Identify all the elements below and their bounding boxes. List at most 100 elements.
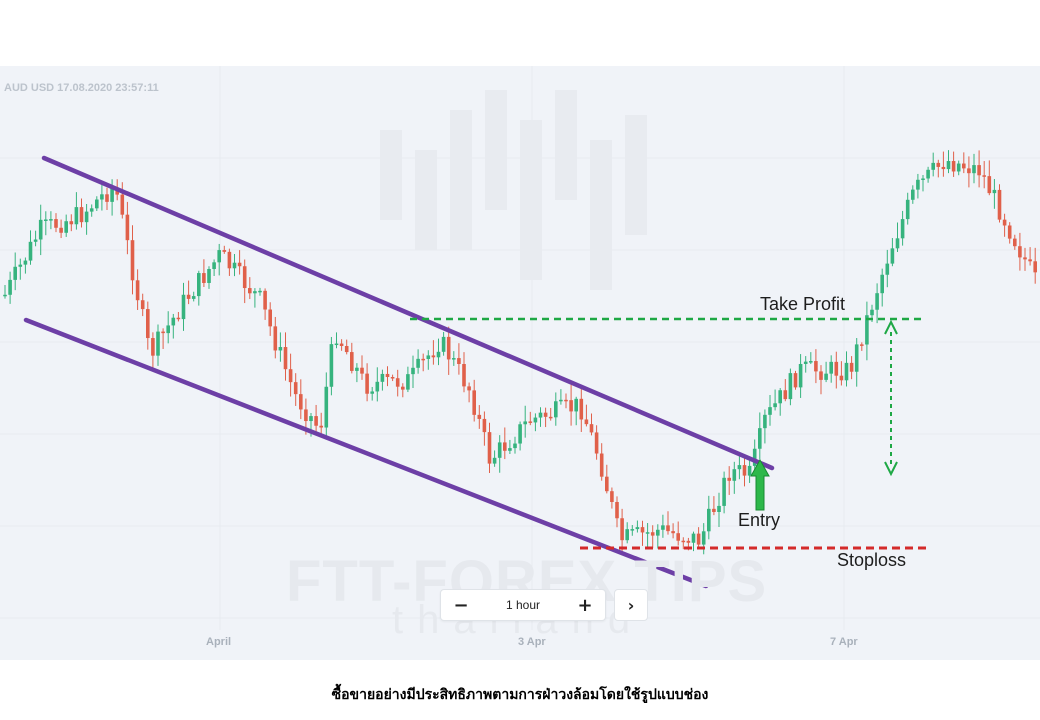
candle-body	[151, 338, 155, 356]
candle-body	[49, 219, 53, 221]
candle-body	[875, 293, 879, 310]
candle-body	[457, 358, 461, 365]
candle-body	[997, 189, 1002, 220]
watermark-shape	[485, 90, 507, 210]
candle-body	[421, 358, 425, 361]
candle-body	[186, 294, 191, 299]
candle-body	[630, 529, 635, 531]
candle-body	[936, 162, 941, 167]
candle-body	[446, 336, 451, 360]
candle-body	[441, 336, 446, 352]
candle-body	[778, 390, 782, 404]
entry-label: Entry	[738, 510, 781, 530]
candle-body	[513, 443, 517, 449]
candle-body	[1002, 219, 1007, 226]
candle-body	[676, 533, 680, 541]
candle-body	[620, 518, 624, 541]
candle-body	[355, 367, 359, 371]
candle-body	[701, 531, 706, 545]
candle-body	[146, 309, 150, 339]
zoom-in-button[interactable]: +	[577, 594, 593, 616]
candle-body	[95, 199, 99, 209]
candle-body	[656, 529, 660, 536]
candle-body	[110, 187, 114, 202]
candle-body	[344, 345, 349, 353]
candle-body	[610, 491, 614, 502]
candle-body	[1028, 259, 1032, 262]
candle-body	[360, 367, 364, 374]
candle-body	[334, 343, 339, 346]
candle-body	[977, 165, 981, 176]
take-profit-label: Take Profit	[760, 294, 846, 314]
entry-arrow-icon	[750, 458, 770, 511]
candle-body	[834, 361, 839, 376]
candle-body	[763, 414, 767, 429]
candle-body	[686, 540, 691, 543]
candle-body	[727, 477, 731, 481]
candlestick-chart[interactable]	[0, 66, 1040, 660]
candle-body	[880, 274, 884, 294]
candle-body	[589, 424, 594, 433]
candle-body	[1018, 246, 1022, 258]
candle-body	[890, 248, 895, 264]
watermark-shape	[380, 130, 402, 220]
candle-body	[339, 343, 344, 346]
candle-body	[283, 347, 288, 370]
candle-body	[207, 269, 211, 283]
candle-body	[304, 409, 308, 422]
candle-body	[747, 465, 752, 476]
candle-body	[911, 189, 915, 200]
chart-area[interactable]	[0, 66, 1040, 660]
candle-body	[462, 364, 466, 387]
candle-body	[176, 317, 181, 320]
candle-body	[548, 416, 553, 419]
candle-body	[885, 263, 890, 275]
zoom-out-button[interactable]: −	[453, 594, 469, 616]
candle-body	[329, 344, 334, 387]
candle-body	[44, 219, 48, 221]
candle-body	[54, 219, 58, 228]
candle-body	[982, 175, 986, 177]
x-tick-label: April	[206, 636, 232, 648]
candle-body	[1033, 261, 1037, 273]
candle-body	[737, 465, 742, 470]
candle-body	[870, 309, 874, 316]
candle-body	[232, 262, 237, 269]
candle-body	[487, 432, 492, 464]
candle-body	[523, 421, 527, 425]
candle-body	[395, 378, 400, 387]
candle-body	[528, 421, 533, 423]
candle-body	[865, 315, 869, 345]
candle-body	[650, 532, 655, 536]
candle-body	[130, 240, 135, 281]
candle-body	[390, 377, 395, 379]
candle-body	[992, 189, 997, 194]
candle-body	[212, 262, 216, 270]
candle-body	[844, 362, 849, 381]
candle-body	[13, 266, 17, 280]
candle-body	[222, 250, 227, 252]
candle-body	[191, 296, 196, 299]
candle-body	[809, 361, 813, 363]
candle-body	[84, 211, 89, 223]
candle-body	[900, 219, 905, 239]
candle-body	[951, 161, 956, 172]
candle-body	[375, 381, 380, 392]
candle-body	[105, 194, 109, 202]
candle-body	[722, 477, 726, 506]
candle-body	[161, 331, 165, 334]
candle-body	[472, 390, 476, 415]
candle-body	[742, 465, 747, 476]
candle-body	[293, 382, 298, 395]
candle-body	[140, 300, 145, 310]
timeframe-value: 1 hour	[505, 598, 541, 612]
candle-body	[681, 540, 686, 543]
candle-body	[431, 355, 436, 358]
candle-body	[258, 290, 262, 293]
candle-body	[74, 207, 79, 225]
candle-body	[100, 194, 104, 200]
candle-body	[324, 386, 329, 428]
candle-body	[518, 424, 522, 444]
candle-body	[599, 453, 604, 477]
next-button[interactable]: ›	[614, 589, 648, 621]
